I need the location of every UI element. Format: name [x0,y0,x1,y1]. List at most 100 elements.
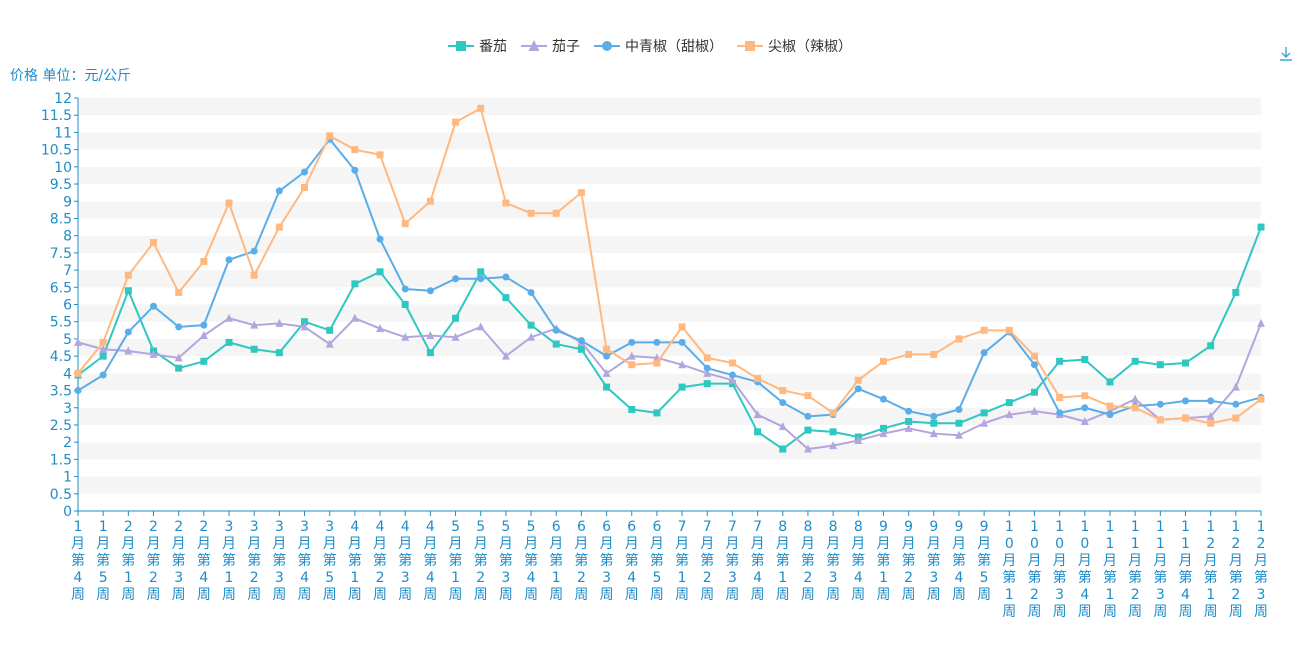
data-point [804,392,812,400]
data-point [74,387,82,395]
legend-item-3[interactable]: 中青椒（甜椒） [594,39,723,55]
data-point [653,338,661,346]
data-point [728,375,737,384]
data-point [1056,357,1064,365]
data-point [1106,402,1114,410]
data-point [275,318,284,327]
data-point [452,314,460,322]
x-tick-label: 9 月第 2 周 [902,519,916,603]
legend-item-4[interactable]: 尖椒（辣椒） [737,39,852,55]
data-point [99,352,107,360]
x-tick-label: 1 2 月第 2 周 [1229,519,1243,620]
y-tick-label: 4.5 [50,349,72,365]
grid-band [78,98,1261,116]
data-point [149,349,158,358]
data-point [703,364,711,372]
grid-band [78,184,1261,202]
data-point [1056,393,1064,401]
data-point [754,374,762,382]
data-point [250,320,259,329]
x-tick-label: 2 月第 3 周 [172,519,186,603]
legend-label: 番茄 [479,38,507,55]
x-tick-label: 7 月第 4 周 [751,519,765,603]
data-point [275,349,283,357]
x-tick-label: 1 0 月第 4 周 [1078,519,1092,620]
y-tick-label: 0 [63,504,72,520]
data-point [829,441,838,450]
data-point [577,189,585,197]
x-tick-label: 2 月第 4 周 [197,519,211,603]
x-tick-label: 3 月第 5 周 [323,519,337,603]
x-tick-label: 1 1 月第 3 周 [1153,519,1167,620]
data-point [1005,326,1013,334]
grid-band [78,373,1261,391]
data-point [854,385,862,393]
data-point [577,345,585,353]
data-point [74,369,82,377]
x-tick-label: 4 月第 2 周 [373,519,387,603]
data-point [199,330,208,339]
x-tick-label: 1 2 月第 3 周 [1254,519,1268,620]
data-point [1207,397,1215,405]
data-point [326,132,334,140]
x-tick-label: 9 月第 4 周 [952,519,966,603]
grid-band [78,235,1261,253]
grid-band [78,493,1261,511]
data-point [124,287,132,295]
y-tick-label: 2.5 [50,418,72,434]
data-point [1156,400,1164,408]
grid-band [78,252,1261,271]
data-point [124,346,133,355]
data-point [99,338,107,346]
y-tick-label: 8 [63,229,72,245]
legend-item-1[interactable]: 番茄 [448,38,507,55]
data-point [653,359,661,367]
x-tick-label: 1 0 月第 2 周 [1027,519,1041,620]
data-point [527,209,535,217]
legend-label: 茄子 [552,38,580,55]
download-icon[interactable] [1280,47,1292,61]
data-point [930,350,938,358]
data-point [250,247,258,255]
data-point [779,445,787,453]
data-point [250,271,258,279]
data-point [779,387,787,395]
data-point [603,383,611,391]
grid-band [78,115,1261,133]
data-point [678,383,686,391]
data-point [653,409,661,417]
data-point [401,301,409,308]
data-point [728,359,736,367]
data-point [1156,416,1164,424]
data-point [1156,361,1164,369]
data-point [1232,400,1240,408]
data-point [879,424,887,432]
x-tick-label: 7 月第 1 周 [675,519,689,603]
data-point [1181,397,1189,405]
data-point [1030,361,1038,369]
data-point [1232,414,1240,422]
x-tick-label: 3 月第 1 周 [222,519,236,603]
y-tick-label: 10 [54,160,72,176]
y-tick-label: 4 [63,366,72,382]
series-line [77,226,1262,451]
data-point [1106,378,1114,386]
x-tick-label: 4 月第 4 周 [423,519,437,603]
legend-label: 中青椒（甜椒） [625,39,723,55]
legend-item-2[interactable]: 茄子 [521,38,580,55]
data-point [1231,382,1240,391]
data-point [124,271,132,279]
data-point [1257,318,1265,327]
data-point [577,337,585,345]
data-point [250,345,258,353]
x-tick-label: 1 1 月第 1 周 [1103,519,1117,620]
grid-band [78,356,1261,374]
data-point [728,371,736,379]
data-point [452,275,460,283]
x-tick-label: 1 0 月第 1 周 [1002,519,1016,620]
y-tick-label: 3 [63,401,72,417]
data-point [1257,223,1265,231]
series-line [77,107,1262,425]
data-point [980,349,988,357]
data-point [678,360,687,369]
